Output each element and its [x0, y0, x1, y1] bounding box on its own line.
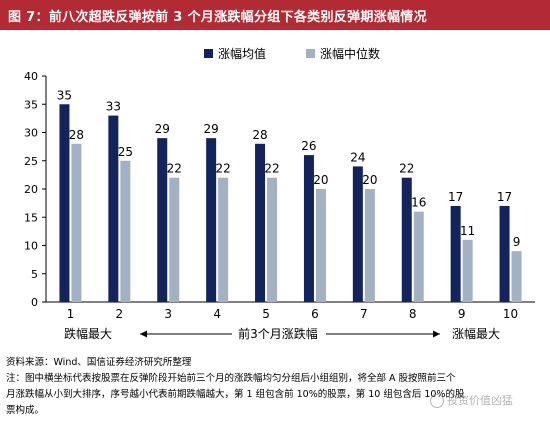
bar-mean	[352, 166, 363, 302]
legend-label-mean: 涨幅均值	[218, 46, 266, 61]
data-label-mean: 22	[399, 162, 414, 176]
y-tick-label: 10	[24, 240, 38, 253]
arrow-right-head	[433, 330, 440, 338]
data-label-mean: 17	[497, 190, 512, 204]
bar-median	[462, 239, 473, 302]
data-label-mean: 29	[155, 122, 170, 136]
y-tick-label: 35	[24, 98, 38, 111]
data-label-mean: 33	[106, 100, 121, 114]
bar-median	[218, 177, 229, 302]
data-label-mean: 35	[57, 88, 72, 102]
data-label-median: 28	[69, 128, 84, 142]
x-tick-label: 6	[311, 307, 319, 321]
data-label-median: 25	[118, 145, 133, 159]
watermark-text: 投资价值凶猛	[447, 394, 513, 407]
y-tick-label: 30	[24, 127, 38, 140]
x-tick-label: 5	[262, 307, 270, 321]
bar-median	[364, 189, 375, 302]
x-tick-label: 10	[503, 307, 518, 321]
bar-median	[315, 189, 326, 302]
x-tick-label: 4	[213, 307, 221, 321]
bar-mean	[450, 205, 461, 302]
bar-median	[267, 177, 278, 302]
bar-mean	[303, 155, 314, 302]
y-tick-label: 5	[31, 268, 38, 281]
data-label-mean: 17	[448, 190, 463, 204]
bar-median	[511, 251, 522, 302]
figure-header: 图 7：前八次超跌反弹按前 3 个月涨跌幅分组下各类别反弹期涨幅情况	[0, 0, 550, 30]
watermark: 投资价值凶猛	[430, 392, 513, 408]
annotation-left: 跌幅最大	[64, 326, 112, 341]
note-line-2: 月涨跌幅从小到大排序，序号越小代表前期跌幅越大，第 1 组包含前 10%的股票，…	[6, 389, 465, 400]
legend-label-median: 涨幅中位数	[320, 46, 380, 61]
figure-title: 图 7：前八次超跌反弹按前 3 个月涨跌幅分组下各类别反弹期涨幅情况	[8, 10, 427, 25]
x-tick-label: 3	[164, 307, 172, 321]
data-label-median: 22	[216, 162, 231, 176]
bar-median	[413, 211, 424, 302]
bar-median	[71, 143, 82, 302]
watermark-logo-icon	[430, 394, 444, 408]
data-label-median: 11	[460, 224, 475, 238]
notes: 资料来源：Wind、国信证券经济研究所整理 注：图中横坐标代表按股票在反弹阶段开…	[6, 355, 544, 419]
data-label-median: 20	[313, 173, 328, 187]
data-label-mean: 24	[350, 150, 365, 164]
bar-chart: 涨幅均值 涨幅中位数 0 5 10 15 20 25 30 35 40 1 35 28 2 33 25 3 29 22…	[24, 46, 535, 341]
y-tick-label: 0	[31, 296, 38, 309]
x-tick-label: 2	[116, 307, 124, 321]
source-note: 资料来源：Wind、国信证券经济研究所整理	[6, 357, 192, 368]
data-label-median: 16	[411, 196, 426, 210]
note-line-1: 注：图中横坐标代表按股票在反弹阶段开始前三个月的涨跌幅均匀分组后小组组别，将全部…	[6, 373, 456, 384]
legend-swatch-median	[306, 49, 315, 58]
annotation-right: 涨幅最大	[452, 326, 500, 341]
y-tick-label: 25	[24, 155, 38, 168]
note-line-3: 票构成。	[6, 405, 45, 416]
y-tick-label: 15	[24, 211, 38, 224]
x-tick-label: 9	[458, 307, 466, 321]
bar-mean	[157, 138, 168, 302]
bar-mean	[59, 104, 70, 302]
legend-swatch-mean	[204, 49, 213, 58]
bar-mean	[255, 143, 266, 302]
data-label-mean: 28	[252, 128, 267, 142]
data-label-mean: 26	[301, 139, 316, 153]
bar-mean	[206, 138, 217, 302]
data-label-median: 22	[167, 162, 182, 176]
annotation-middle: 前3个月涨跌幅	[238, 326, 318, 341]
x-tick-label: 8	[409, 307, 417, 321]
data-label-mean: 29	[204, 122, 219, 136]
bar-mean	[401, 177, 412, 302]
bar-mean	[499, 205, 510, 302]
bar-median	[120, 160, 131, 302]
data-label-median: 9	[513, 235, 521, 249]
x-tick-label: 1	[67, 307, 75, 321]
y-tick-label: 20	[24, 183, 38, 196]
data-label-median: 20	[362, 173, 377, 187]
y-tick-label: 40	[24, 70, 38, 83]
bar-median	[169, 177, 180, 302]
data-label-median: 22	[264, 162, 279, 176]
arrow-left-head	[140, 330, 147, 338]
x-tick-label: 7	[360, 307, 368, 321]
bar-mean	[108, 115, 119, 302]
